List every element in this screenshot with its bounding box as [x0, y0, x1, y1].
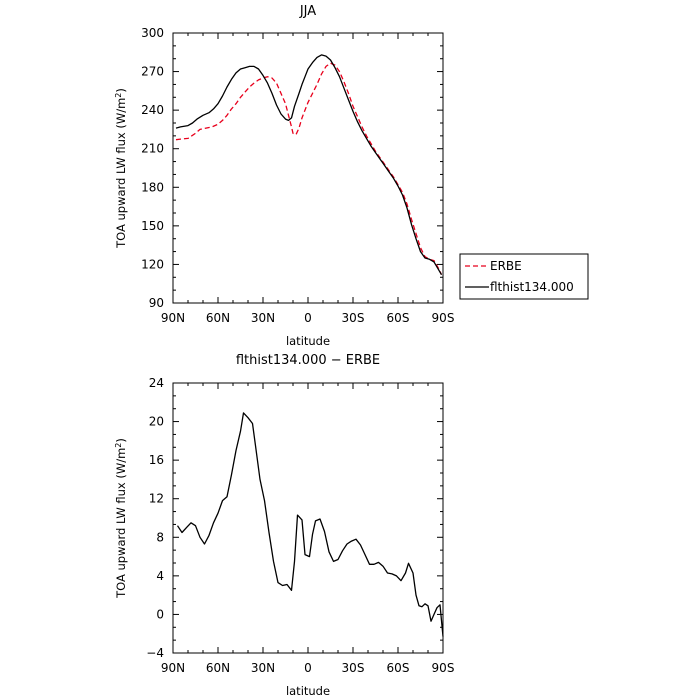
top-x-axis-label: latitude [286, 334, 330, 348]
bottom-x-tick-label: 60N [206, 661, 230, 675]
top-y-tick-label: 90 [149, 296, 164, 310]
legend-box [459, 253, 589, 300]
bottom-x-tick-label: 90N [161, 661, 185, 675]
bottom-x-axis-label: latitude [286, 684, 330, 698]
bottom-x-tick-label: 0 [304, 661, 312, 675]
top-y-axis-label-exponent: 2 [114, 93, 123, 98]
bottom-y-tick-label: −4 [146, 646, 164, 660]
top-y-axis-label-main: TOA upward LW flux (W/m [114, 98, 128, 249]
top-x-tick-label: 0 [304, 311, 312, 325]
top-y-tick-label: 180 [141, 180, 164, 194]
top-series-line-flthist134-000 [175, 54, 443, 276]
top-x-tick-label: 60S [387, 311, 410, 325]
bottom-x-tick-label: 30N [251, 661, 275, 675]
top-x-tick-label: 30S [342, 311, 365, 325]
bottom-y-tick-label: 24 [149, 376, 164, 390]
bottom-y-axis-label-exponent: 2 [114, 443, 123, 448]
bottom-y-axis-label-main: TOA upward LW flux (W/m [114, 448, 128, 599]
bottom-plot-frame [172, 382, 444, 654]
top-series-line-erbe [175, 62, 443, 275]
bottom-x-tick-label: 90S [432, 661, 455, 675]
bottom-y-tick-label: 16 [149, 453, 164, 467]
top-chart-title: JJA [299, 4, 316, 19]
top-y-tick-label: 240 [141, 103, 164, 117]
bottom-x-tick-label: 30S [342, 661, 365, 675]
bottom-x-tick-label: 60S [387, 661, 410, 675]
top-y-tick-label: 270 [141, 65, 164, 79]
bottom-panel: flthist134.000 − ERBE 90N 60N 30N 0 30S 60S 90… [114, 353, 454, 698]
legend-label-flthist: flthist134.000 [490, 280, 574, 294]
top-y-axis-label-close: ) [114, 88, 128, 93]
top-y-tick-label: 300 [141, 26, 164, 40]
top-x-tick-label: 30N [251, 311, 275, 325]
top-y-tick-label: 150 [141, 219, 164, 233]
bottom-y-axis-label: TOA upward LW flux (W/m2) [114, 438, 128, 599]
top-x-tick-label: 60N [206, 311, 230, 325]
bottom-y-tick-label: 4 [156, 569, 164, 583]
bottom-series-line-difference [176, 412, 444, 637]
bottom-y-axis-label-close: ) [114, 438, 128, 443]
top-y-tick-label: 210 [141, 142, 164, 156]
top-x-tick-label: 90N [161, 311, 185, 325]
bottom-chart-title: flthist134.000 − ERBE [236, 353, 380, 368]
bottom-y-tick-label: 8 [156, 530, 164, 544]
top-x-tick-label: 90S [432, 311, 455, 325]
legend: ERBE flthist134.000 [459, 253, 589, 300]
top-y-axis-label: TOA upward LW flux (W/m2) [114, 88, 128, 249]
bottom-y-tick-label: 20 [149, 415, 164, 429]
top-y-tick-label: 120 [141, 257, 164, 271]
top-panel: JJA 90N 60N 30N 0 30S 60S 90S 90 120 150 180 210 240… [114, 4, 589, 348]
bottom-y-tick-label: 12 [149, 492, 164, 506]
bottom-y-tick-label: 0 [156, 607, 164, 621]
top-plot-frame [172, 32, 444, 304]
legend-label-erbe: ERBE [490, 259, 522, 273]
